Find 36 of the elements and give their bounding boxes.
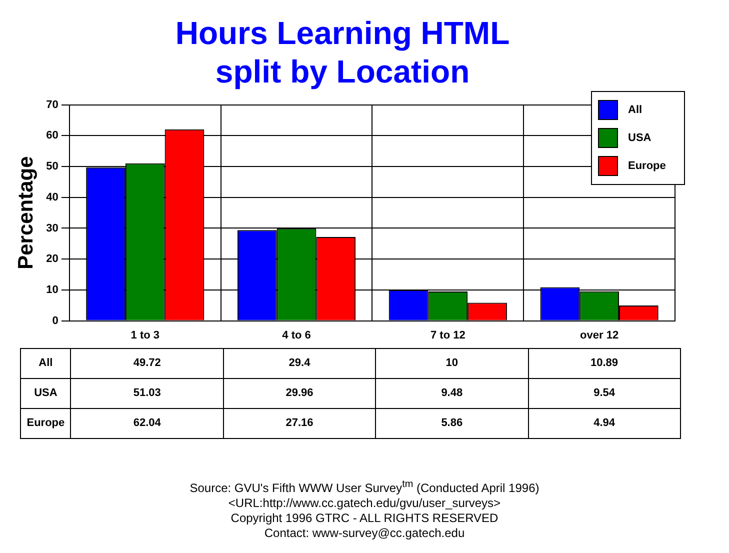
text: <URL:http://www.cc.gatech.edu/gvu/user_surveys> — [227, 496, 502, 511]
data-label: 5.86 — [376, 408, 528, 438]
data-label: 4.94 — [528, 408, 680, 438]
x-tick-label: 4 to 6 — [282, 329, 311, 342]
text: Copyright 1996 GTRC - ALL RIGHTS RESERVED — [230, 511, 500, 526]
data-label: 10.89 — [528, 348, 680, 378]
data-label: 49.72 — [70, 348, 224, 378]
y-tick-label: 70 — [46, 98, 58, 111]
y-tick-label: 50 — [46, 160, 58, 173]
text: Contact: www-survey@cc.gatech.edu — [263, 526, 466, 541]
legend-label: All — [628, 104, 642, 116]
y-tick-label: 30 — [46, 222, 58, 234]
data-label: 27.16 — [223, 408, 376, 438]
y-tick-label: 20 — [46, 253, 58, 266]
data-label: 29.96 — [223, 378, 376, 408]
y-tick-label: 10 — [46, 284, 58, 296]
text: All — [38, 357, 53, 370]
y-tick-label: 60 — [46, 130, 58, 142]
chart-title: Hours Learning HTML split by Location — [175, 15, 510, 90]
legend-label: USA — [628, 132, 652, 144]
legend-label: Europe — [628, 160, 666, 172]
x-tick-label: 7 to 12 — [430, 329, 466, 342]
data-label: 10 — [376, 348, 528, 378]
data-label: 29.4 — [223, 348, 376, 378]
x-tick-label: 1 to 3 — [130, 329, 160, 342]
data-label: 9.54 — [528, 378, 680, 408]
source-note: Source: GVU's Fifth WWW User Survey$^{tm}$ (Conducted April 1996) — [188, 478, 540, 496]
text: Europe — [26, 417, 65, 430]
text: USA — [34, 387, 58, 400]
y-tick-label: 0 — [52, 314, 58, 327]
data-label: 62.04 — [70, 408, 224, 438]
x-tick-label: over 12 — [580, 329, 619, 342]
data-label: 9.48 — [376, 378, 528, 408]
data-label: 51.03 — [70, 378, 224, 408]
y-axis-title: Percentage — [14, 156, 38, 270]
y-tick-label: 40 — [46, 191, 58, 204]
